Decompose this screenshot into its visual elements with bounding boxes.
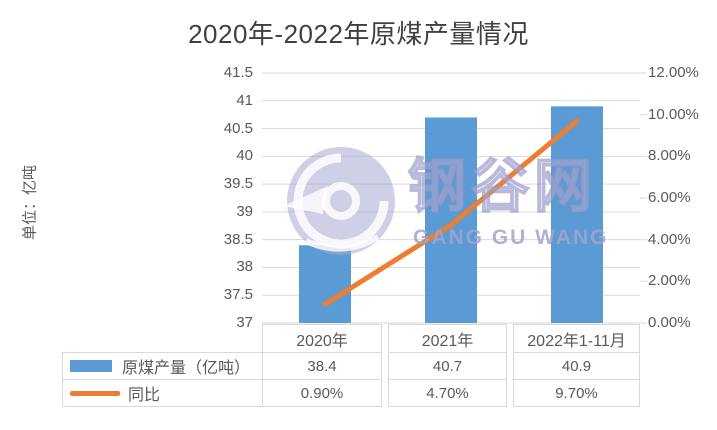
right-axis-tick-label: 10.00% xyxy=(648,105,699,123)
bar-2020年 xyxy=(299,245,351,323)
legend-row-yoy: 同比 xyxy=(62,379,263,407)
left-axis-tick-label: 41 xyxy=(236,91,253,109)
table-cell-yoy-2020: 0.90% xyxy=(262,379,382,407)
legend-label-yoy: 同比 xyxy=(128,387,161,404)
left-axis-tick-label: 38.5 xyxy=(223,230,253,248)
legend-row-production: 原煤产量（亿吨） xyxy=(62,352,263,380)
trend-line xyxy=(322,118,580,307)
left-axis-tick-label: 40.5 xyxy=(223,119,253,137)
right-axis-tick-label: 4.00% xyxy=(648,230,691,248)
table-header-2021: 2021年 xyxy=(388,324,507,353)
left-axis-tick-label: 37.5 xyxy=(223,286,253,304)
table-cell-production-2020: 38.4 xyxy=(262,352,382,380)
right-axis-tick-label: 6.00% xyxy=(648,189,691,206)
bar-2022年1-11月 xyxy=(551,106,603,323)
right-axis-tick-label: 0.00% xyxy=(648,314,691,331)
bar-series-swatch xyxy=(70,360,112,372)
chart-title: 2020年-2022年原煤产量情况 xyxy=(188,19,529,49)
left-axis-tick-label: 40 xyxy=(236,147,253,165)
left-axis-tick-label: 37 xyxy=(236,314,253,331)
right-axis-tick-label: 2.00% xyxy=(648,272,691,290)
table-header-2020: 2020年 xyxy=(262,324,382,353)
table-cell-production-2021: 40.7 xyxy=(388,352,507,380)
table-header-2022: 2022年1-11月 xyxy=(513,324,640,353)
left-axis-tick-label: 39 xyxy=(236,202,253,220)
left-axis-tick-label: 38 xyxy=(236,258,253,276)
line-series-swatch xyxy=(70,390,120,396)
bar-2021年 xyxy=(425,117,477,323)
left-axis-tick-label: 41.5 xyxy=(223,64,253,81)
table-cell-yoy-2022: 9.70% xyxy=(513,379,640,407)
right-axis-tick-label: 12.00% xyxy=(648,64,699,81)
table-cell-yoy-2021: 4.70% xyxy=(388,379,507,407)
table-cell-production-2022: 40.9 xyxy=(513,352,640,380)
legend-label-production: 原煤产量（亿吨） xyxy=(122,360,251,377)
right-axis-tick-label: 8.00% xyxy=(648,147,691,165)
left-axis-tick-label: 39.5 xyxy=(223,175,253,193)
